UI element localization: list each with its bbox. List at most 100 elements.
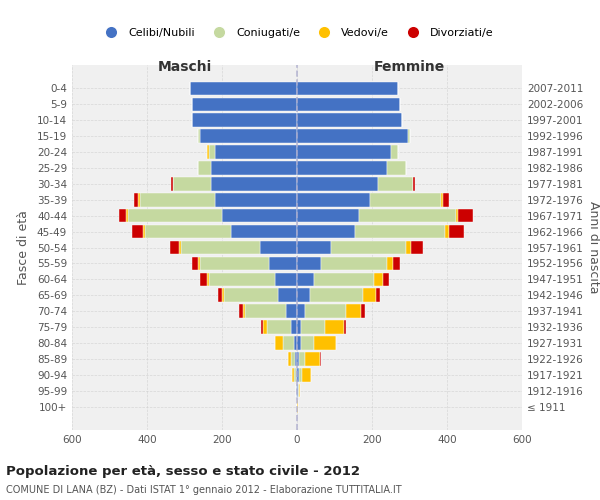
Bar — [297, 304, 305, 318]
Bar — [134, 193, 137, 206]
Bar — [278, 288, 297, 302]
Bar — [370, 193, 442, 206]
Bar — [119, 209, 127, 222]
Bar — [245, 304, 286, 318]
Bar — [297, 256, 322, 270]
Bar — [355, 225, 445, 238]
Bar — [239, 304, 242, 318]
Bar — [305, 304, 346, 318]
Bar — [211, 161, 297, 174]
Bar — [297, 240, 331, 254]
Bar — [297, 82, 398, 95]
Bar — [181, 240, 260, 254]
Bar — [374, 272, 383, 286]
Bar — [346, 304, 361, 318]
Bar — [297, 193, 370, 206]
Bar — [297, 225, 355, 238]
Bar — [361, 304, 365, 318]
Legend: Celibi/Nubili, Coniugati/e, Vedovi/e, Divorziati/e: Celibi/Nubili, Coniugati/e, Vedovi/e, Di… — [96, 23, 498, 42]
Bar — [263, 320, 267, 334]
Bar — [442, 193, 443, 206]
Bar — [179, 240, 181, 254]
Bar — [287, 352, 292, 366]
Bar — [295, 352, 297, 366]
Text: Maschi: Maschi — [157, 60, 212, 74]
Bar — [199, 130, 297, 143]
Bar — [232, 225, 297, 238]
Bar — [286, 304, 297, 318]
Y-axis label: Anni di nascita: Anni di nascita — [587, 201, 600, 294]
Bar — [143, 225, 145, 238]
Bar — [275, 336, 283, 350]
Bar — [297, 209, 359, 222]
Y-axis label: Fasce di età: Fasce di età — [17, 210, 30, 285]
Bar — [294, 368, 296, 382]
Bar — [387, 161, 406, 174]
Bar — [297, 288, 310, 302]
Bar — [297, 161, 387, 174]
Bar — [192, 98, 297, 111]
Bar — [127, 209, 128, 222]
Bar — [443, 193, 449, 206]
Bar — [344, 320, 346, 334]
Bar — [224, 288, 278, 302]
Bar — [391, 145, 398, 159]
Bar — [299, 384, 300, 398]
Bar — [445, 225, 449, 238]
Bar — [262, 320, 263, 334]
Bar — [297, 352, 299, 366]
Bar — [242, 304, 245, 318]
Bar — [314, 272, 374, 286]
Bar — [297, 177, 377, 190]
Bar — [310, 288, 362, 302]
Bar — [209, 145, 215, 159]
Bar — [301, 320, 325, 334]
Bar — [145, 225, 232, 238]
Bar — [412, 240, 422, 254]
Bar — [215, 193, 297, 206]
Bar — [283, 336, 294, 350]
Bar — [207, 145, 209, 159]
Bar — [192, 256, 197, 270]
Bar — [296, 368, 297, 382]
Bar — [215, 145, 297, 159]
Bar — [297, 368, 299, 382]
Bar — [267, 320, 292, 334]
Bar — [331, 240, 406, 254]
Bar — [320, 352, 322, 366]
Bar — [173, 177, 211, 190]
Bar — [299, 368, 302, 382]
Bar — [197, 130, 199, 143]
Bar — [406, 240, 412, 254]
Bar — [294, 336, 297, 350]
Bar — [209, 272, 275, 286]
Bar — [199, 272, 207, 286]
Bar — [172, 177, 173, 190]
Bar — [275, 272, 297, 286]
Bar — [301, 336, 314, 350]
Bar — [387, 256, 392, 270]
Bar — [190, 82, 297, 95]
Bar — [383, 272, 389, 286]
Bar — [302, 368, 311, 382]
Bar — [322, 256, 387, 270]
Bar — [392, 256, 400, 270]
Bar — [376, 288, 380, 302]
Bar — [222, 288, 224, 302]
Bar — [297, 98, 400, 111]
Bar — [314, 336, 337, 350]
Bar — [407, 130, 409, 143]
Bar — [298, 384, 299, 398]
Bar — [170, 240, 179, 254]
Bar — [218, 288, 222, 302]
Bar — [292, 368, 294, 382]
Bar — [377, 177, 413, 190]
Bar — [269, 256, 297, 270]
Bar — [197, 161, 211, 174]
Text: COMUNE DI LANA (BZ) - Dati ISTAT 1° gennaio 2012 - Elaborazione TUTTITALIA.IT: COMUNE DI LANA (BZ) - Dati ISTAT 1° genn… — [6, 485, 401, 495]
Bar — [297, 114, 402, 127]
Bar — [297, 384, 298, 398]
Bar — [192, 114, 297, 127]
Text: Femmine: Femmine — [374, 60, 445, 74]
Bar — [292, 352, 295, 366]
